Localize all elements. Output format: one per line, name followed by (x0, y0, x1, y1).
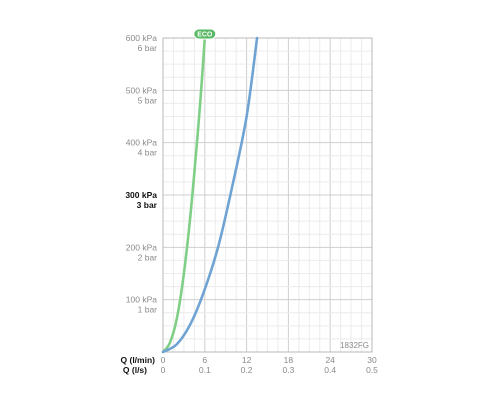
y-tick-kpa: 500 kPa (126, 85, 157, 95)
x-tick-lmin: 30 (367, 355, 377, 365)
series-lines (161, 36, 259, 354)
y-tick-kpa: 400 kPa (126, 138, 157, 148)
series-line-standard (161, 36, 259, 354)
eco-badge-label: ECO (197, 32, 213, 39)
x-tick-ls: 0.4 (324, 365, 336, 375)
x-tick-lmin: 24 (325, 355, 335, 365)
plot-frame (162, 37, 373, 353)
y-tick-kpa: 600 kPa (126, 33, 157, 43)
x-axis-label-lmin: Q (l/min) (121, 355, 156, 365)
x-tick-lmin: 18 (284, 355, 294, 365)
x-tick-lmin: 6 (202, 355, 207, 365)
y-tick-kpa: 100 kPa (126, 295, 157, 305)
x-tick-ls: 0.5 (366, 365, 378, 375)
y-tick-bar: 1 bar (138, 305, 158, 315)
y-tick-kpa: 200 kPa (126, 242, 157, 252)
y-tick-bar: 2 bar (138, 252, 158, 262)
x-tick-ls: 0.3 (282, 365, 294, 375)
x-tick-ls: 0.2 (241, 365, 253, 375)
y-tick-kpa: 300 kPa (125, 190, 157, 200)
x-axis-tick-labels: 00 60.1 120.2 180.3 240.4 300.5 (161, 355, 379, 375)
eco-badge: ECO (193, 28, 217, 40)
y-tick-bar: 5 bar (138, 95, 158, 105)
y-tick-bar: 6 bar (138, 43, 158, 53)
y-tick-bar: 4 bar (138, 148, 158, 158)
x-tick-lmin: 12 (242, 355, 252, 365)
x-axis-label-ls: Q (l/s) (123, 365, 147, 375)
x-tick-lmin: 0 (161, 355, 166, 365)
chart-grid (162, 37, 373, 353)
eco-badge-background (193, 28, 217, 40)
x-tick-ls: 0.1 (199, 365, 211, 375)
x-tick-ls: 0 (161, 365, 166, 375)
y-tick-bar: 3 bar (137, 200, 158, 210)
series-line-eco (161, 36, 207, 354)
product-code: 1832FG (340, 341, 369, 350)
